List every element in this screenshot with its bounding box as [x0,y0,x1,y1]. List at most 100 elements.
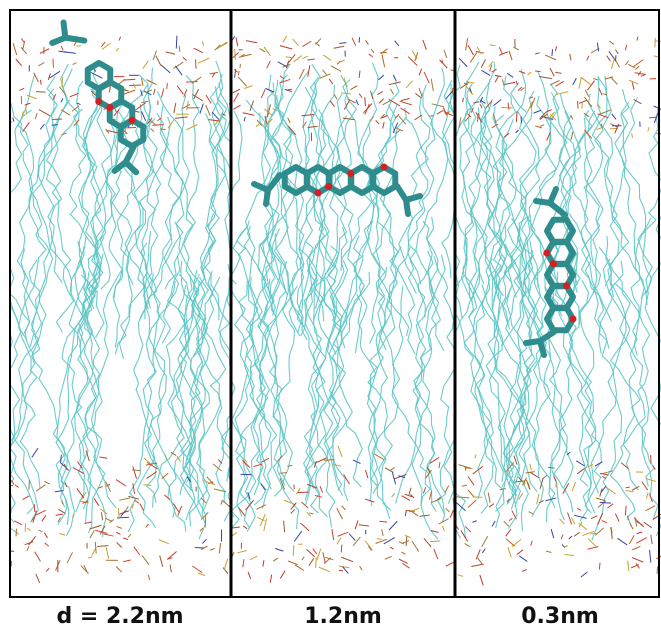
head-group [404,534,411,539]
head-group [373,453,385,461]
lipid-tail [356,293,393,511]
lipid-tail [152,285,191,508]
head-group [292,545,295,557]
head-group [633,59,644,68]
head-group [466,81,475,84]
head-group [590,47,600,54]
head-group [231,531,238,538]
head-group [600,485,607,493]
head-group [167,118,175,129]
lipid-tail [235,246,275,533]
head-group [338,565,350,569]
head-group [408,487,412,495]
head-group [60,45,64,51]
head-group [445,561,455,567]
lipid-tail [329,79,358,272]
head-group [277,455,283,462]
head-group [634,72,646,76]
head-group [538,499,544,504]
lipid-tail [166,256,192,491]
head-group [155,55,162,66]
head-group [255,123,260,128]
head-group [508,50,513,61]
head-group [256,504,267,510]
head-group [11,479,15,486]
lipid-tail [543,235,574,513]
lipid-tail [491,223,531,532]
head-group [173,102,177,114]
lipid-tail [179,276,210,496]
lipid-tail [105,105,133,359]
head-group [380,113,386,119]
head-group [554,46,558,52]
molecule-ring [369,164,399,196]
lipid-tail [179,280,210,521]
lipid-tail [546,114,573,305]
head-group [178,45,181,52]
head-group [590,532,597,535]
head-group [197,572,206,576]
head-group [193,88,200,100]
head-group [418,87,423,97]
lipid-tail [507,254,535,496]
head-group [607,503,614,509]
lipid-tail [16,74,35,334]
head-group [488,503,495,508]
head-group [606,55,611,62]
head-group [88,556,93,559]
lipid-tail [502,217,526,505]
head-group [205,105,211,116]
head-group [379,520,388,523]
lipid-tail [332,104,397,352]
head-group [584,89,590,97]
head-group [518,476,523,482]
head-group [272,557,279,562]
head-group [631,485,640,491]
head-group [103,533,114,537]
head-group [117,508,120,519]
head-group [205,94,212,104]
oxygen-atom [128,116,136,124]
head-group [175,116,188,119]
head-group [530,97,536,109]
head-group [456,496,470,499]
head-group [47,73,51,81]
head-group [458,464,472,469]
head-group [266,104,271,118]
head-group [274,548,284,552]
head-group [90,71,103,79]
head-group [100,508,108,515]
membrane-panel [455,36,661,586]
head-group [489,44,496,47]
lipid-tail [37,63,79,296]
head-group [85,450,90,462]
head-group [400,107,410,115]
head-group [474,454,477,459]
head-group [442,107,448,116]
lipid-tail [520,110,572,288]
head-group [146,471,158,479]
head-group [358,70,361,79]
head-group [152,50,157,61]
head-group [333,463,342,467]
head-group [279,472,288,474]
head-group [99,456,108,459]
head-group [398,115,407,125]
head-group [186,476,192,483]
lipid-tail [558,253,596,514]
head-group [26,527,31,532]
head-group [302,40,312,47]
lipid-tail [296,81,319,341]
head-group [365,39,369,45]
head-group [105,547,110,559]
head-group [264,108,273,116]
head-group [302,55,309,59]
lipid-tail [312,118,337,315]
head-group [422,39,427,50]
side-chain [523,329,557,358]
head-group [20,46,28,55]
lipid-tail [87,269,123,534]
head-group [20,38,25,43]
molecule [49,19,147,176]
head-group [582,530,595,537]
